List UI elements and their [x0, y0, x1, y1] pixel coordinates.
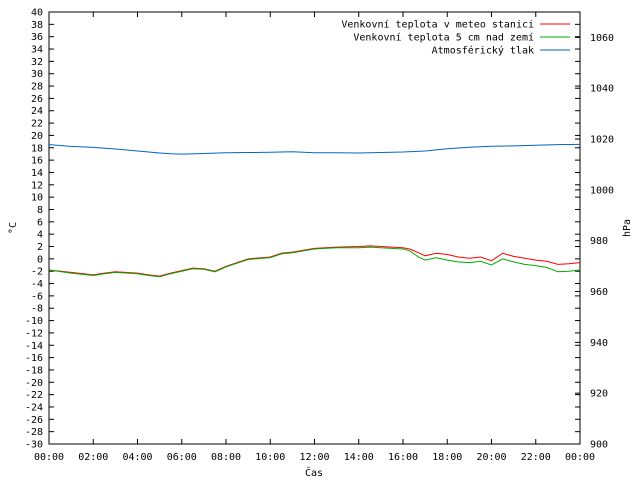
- x-tick-label: 14:00: [344, 452, 374, 463]
- x-tick-label: 16:00: [388, 452, 418, 463]
- y2-tick-label: 1020: [590, 135, 614, 146]
- y-tick-label: 0: [37, 254, 43, 265]
- y-tick-label: 32: [31, 57, 43, 68]
- legend-label: Atmosférický tlak: [432, 45, 534, 57]
- y-tick-label: 16: [31, 156, 43, 167]
- y-tick-label: 22: [31, 119, 43, 130]
- y-tick-label: 26: [31, 94, 43, 105]
- y-axis-right: 1060 1040 1020 1000 980 960 940 920 900: [575, 33, 614, 451]
- y2-tick-label: 940: [590, 338, 608, 349]
- y-tick-label: 20: [31, 131, 43, 142]
- y2-tick-label: 900: [590, 440, 608, 451]
- y-tick-label: -22: [25, 390, 43, 401]
- y2-tick-label: 920: [590, 389, 608, 400]
- y2-tick-label: 1040: [590, 84, 614, 95]
- y-tick-label: 38: [31, 20, 43, 31]
- legend-label: Venkovní teplota 5 cm nad zemí: [353, 32, 534, 44]
- y-tick-label: -12: [25, 328, 43, 339]
- plot-border: [48, 11, 581, 445]
- y2-tick-label: 1000: [590, 185, 614, 196]
- y-tick-label: -10: [25, 316, 43, 327]
- y-tick-label: 14: [31, 168, 43, 179]
- x-tick-label: 04:00: [122, 452, 152, 463]
- y-tick-label: -16: [25, 353, 43, 364]
- x-tick-label: 22:00: [521, 452, 551, 463]
- y-tick-label: 28: [31, 82, 43, 93]
- y-axis-left: 4038363432302826242220181614121086420-2-…: [25, 8, 580, 451]
- y-tick-label: 2: [37, 242, 43, 253]
- y-tick-label: 36: [31, 32, 43, 43]
- y-tick-label: -28: [25, 427, 43, 438]
- y-tick-label: 12: [31, 180, 43, 191]
- y-tick-label: -24: [25, 402, 43, 413]
- y-tick-label: -20: [25, 378, 43, 389]
- y-tick-label: -6: [31, 291, 43, 302]
- x-tick-label: 10:00: [255, 452, 285, 463]
- y-tick-label: 4: [37, 230, 43, 241]
- y-tick-label: 40: [31, 8, 43, 19]
- x-tick-label: 06:00: [167, 452, 197, 463]
- y-tick-label: -2: [31, 267, 43, 278]
- legend-label: Venkovní teplota v meteo stanici: [341, 19, 534, 31]
- series-line-2: [48, 246, 581, 278]
- y-axis-label: °C: [8, 222, 19, 234]
- x-tick-label: 18:00: [432, 452, 462, 463]
- series-lines: [48, 143, 581, 278]
- y-tick-label: -14: [25, 341, 43, 352]
- y-tick-label: -30: [25, 440, 43, 451]
- y-tick-label: 6: [37, 217, 43, 228]
- y2-tick-label: 960: [590, 287, 608, 298]
- x-tick-label: 00:00: [34, 452, 64, 463]
- x-tick-label: 02:00: [78, 452, 108, 463]
- y-tick-label: -18: [25, 365, 43, 376]
- legend: Venkovní teplota v meteo staniciVenkovní…: [341, 19, 570, 57]
- y2-tick-label: 1060: [590, 33, 614, 44]
- y-tick-label: 10: [31, 193, 43, 204]
- x-tick-label: 20:00: [476, 452, 506, 463]
- y-tick-label: 34: [31, 45, 43, 56]
- y-tick-label: 24: [31, 106, 43, 117]
- x-tick-label: 12:00: [299, 452, 329, 463]
- y-tick-label: -26: [25, 415, 43, 426]
- y2-axis-label: hPa: [622, 219, 633, 237]
- y2-tick-label: 980: [590, 236, 608, 247]
- y-tick-label: 8: [37, 205, 43, 216]
- y-tick-label: -4: [31, 279, 43, 290]
- y-tick-label: 18: [31, 143, 43, 154]
- series-line-3: [48, 143, 581, 155]
- x-axis: 00:00 02:00 04:00 06:00 08:00 10:00 12:00 14:00…: [34, 12, 595, 463]
- x-tick-label: 00:00: [565, 452, 595, 463]
- y-tick-label: -8: [31, 304, 43, 315]
- x-axis-label: Čas: [305, 466, 323, 479]
- y-tick-label: 30: [31, 69, 43, 80]
- x-tick-label: 08:00: [211, 452, 241, 463]
- series-line-1: [48, 245, 581, 277]
